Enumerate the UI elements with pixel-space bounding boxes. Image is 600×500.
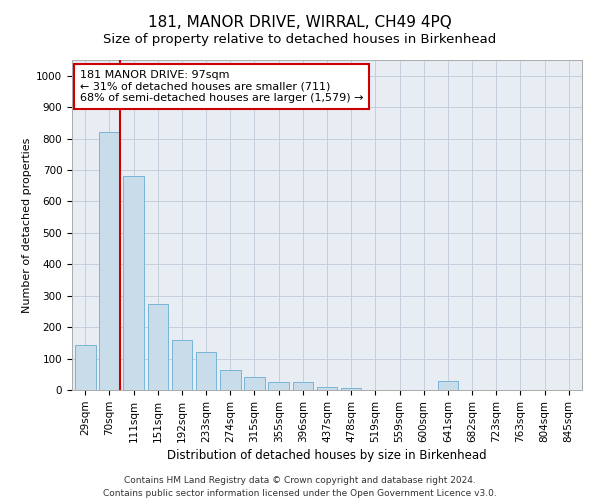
Bar [124, 176, 144, 390]
Bar [75, 345, 95, 390]
Bar [244, 378, 265, 390]
Text: Size of property relative to detached houses in Birkenhead: Size of property relative to detached ho… [103, 32, 497, 46]
Text: 181 MANOR DRIVE: 97sqm
← 31% of detached houses are smaller (711)
68% of semi-de: 181 MANOR DRIVE: 97sqm ← 31% of detached… [80, 70, 363, 103]
X-axis label: Distribution of detached houses by size in Birkenhead: Distribution of detached houses by size … [167, 449, 487, 462]
Bar [317, 387, 337, 390]
Bar [293, 382, 313, 390]
Bar [268, 382, 289, 390]
Bar [148, 304, 168, 390]
Bar [172, 340, 192, 390]
Bar [437, 380, 458, 390]
Text: 181, MANOR DRIVE, WIRRAL, CH49 4PQ: 181, MANOR DRIVE, WIRRAL, CH49 4PQ [148, 15, 452, 30]
Y-axis label: Number of detached properties: Number of detached properties [22, 138, 32, 312]
Bar [99, 132, 120, 390]
Bar [220, 370, 241, 390]
Bar [196, 352, 217, 390]
Bar [341, 388, 361, 390]
Text: Contains HM Land Registry data © Crown copyright and database right 2024.
Contai: Contains HM Land Registry data © Crown c… [103, 476, 497, 498]
